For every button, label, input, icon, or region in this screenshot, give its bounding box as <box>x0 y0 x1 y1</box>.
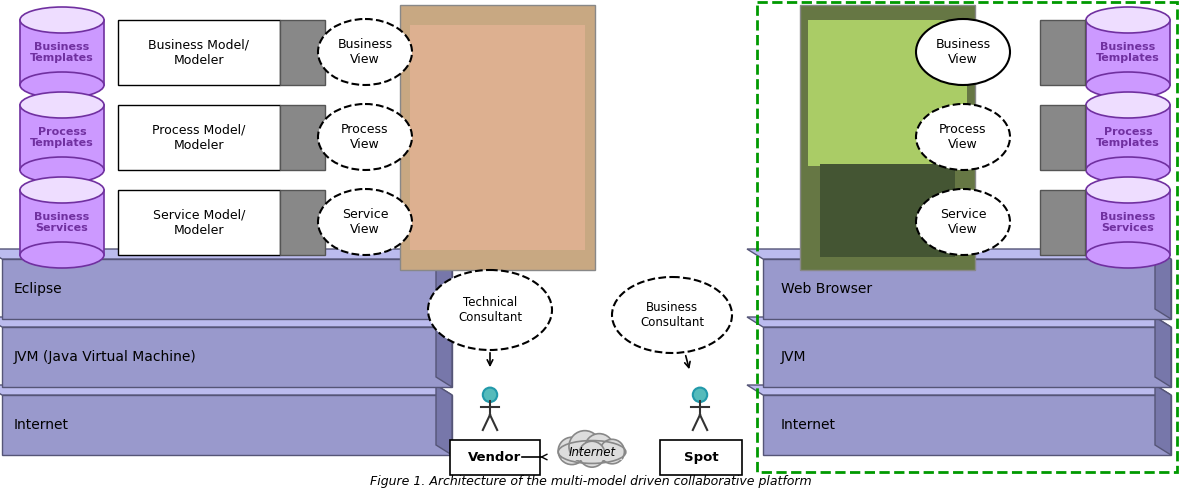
Text: Process
View: Process View <box>341 123 389 151</box>
Text: Business Model/
Modeler: Business Model/ Modeler <box>149 39 250 67</box>
Polygon shape <box>0 385 452 395</box>
Bar <box>450 440 539 475</box>
Polygon shape <box>562 453 622 460</box>
Circle shape <box>600 440 625 464</box>
Ellipse shape <box>916 19 1010 85</box>
Text: Business
Templates: Business Templates <box>1097 42 1159 63</box>
Circle shape <box>558 437 586 465</box>
Ellipse shape <box>916 189 1010 255</box>
Text: Business
View: Business View <box>337 38 393 66</box>
Polygon shape <box>1155 385 1171 455</box>
Text: Vendor: Vendor <box>468 450 522 464</box>
Bar <box>118 20 280 85</box>
Bar <box>800 5 975 270</box>
Polygon shape <box>763 395 1171 455</box>
Bar <box>1040 105 1085 170</box>
Text: Business
Services: Business Services <box>1100 212 1156 233</box>
Polygon shape <box>437 317 452 387</box>
Polygon shape <box>437 385 452 455</box>
Bar <box>808 20 967 166</box>
Bar <box>280 105 325 170</box>
Ellipse shape <box>693 388 707 402</box>
Polygon shape <box>2 259 452 319</box>
Ellipse shape <box>20 72 104 98</box>
Ellipse shape <box>483 388 497 402</box>
Text: Internet: Internet <box>781 418 836 432</box>
Ellipse shape <box>318 104 412 170</box>
Text: Service
View: Service View <box>939 208 987 236</box>
Polygon shape <box>0 317 452 327</box>
Text: Service
View: Service View <box>342 208 388 236</box>
Ellipse shape <box>318 189 412 255</box>
Ellipse shape <box>1086 157 1170 183</box>
Text: Web Browser: Web Browser <box>781 282 872 296</box>
Polygon shape <box>2 395 452 455</box>
Text: JVM (Java Virtual Machine): JVM (Java Virtual Machine) <box>14 350 196 364</box>
Bar <box>660 440 742 475</box>
Ellipse shape <box>916 104 1010 170</box>
Polygon shape <box>763 327 1171 387</box>
Ellipse shape <box>612 277 732 353</box>
Polygon shape <box>1086 105 1170 170</box>
Polygon shape <box>0 249 452 259</box>
Text: Process
Templates: Process Templates <box>1097 127 1159 148</box>
Text: Business
Templates: Business Templates <box>30 42 93 63</box>
Ellipse shape <box>318 19 412 85</box>
Bar <box>280 20 325 85</box>
Ellipse shape <box>20 242 104 268</box>
Bar <box>280 190 325 255</box>
Ellipse shape <box>1086 7 1170 33</box>
Text: Process
View: Process View <box>939 123 987 151</box>
Text: Business
View: Business View <box>936 38 990 66</box>
Text: Service Model/
Modeler: Service Model/ Modeler <box>153 209 245 237</box>
Text: Process
Templates: Process Templates <box>30 127 93 148</box>
Bar <box>820 164 955 257</box>
Bar <box>118 105 280 170</box>
Text: Technical
Consultant: Technical Consultant <box>458 296 522 324</box>
Ellipse shape <box>1086 72 1170 98</box>
Bar <box>411 25 586 250</box>
Polygon shape <box>746 385 1171 395</box>
Text: Process Model/
Modeler: Process Model/ Modeler <box>153 123 246 151</box>
Ellipse shape <box>428 270 552 350</box>
Polygon shape <box>20 20 104 85</box>
Text: JVM: JVM <box>781 350 807 364</box>
Polygon shape <box>746 317 1171 327</box>
Bar <box>757 2 1177 472</box>
Text: Internet: Internet <box>569 445 615 459</box>
Polygon shape <box>20 105 104 170</box>
Bar <box>1040 190 1085 255</box>
Polygon shape <box>1155 317 1171 387</box>
Text: Eclipse: Eclipse <box>14 282 63 296</box>
Polygon shape <box>746 249 1171 259</box>
Polygon shape <box>763 259 1171 319</box>
Bar <box>118 190 280 255</box>
Ellipse shape <box>20 157 104 183</box>
Ellipse shape <box>1086 177 1170 203</box>
Text: Business
Consultant: Business Consultant <box>640 301 704 329</box>
Text: Business
Services: Business Services <box>34 212 90 233</box>
Polygon shape <box>1086 20 1170 85</box>
Bar <box>400 5 595 270</box>
Ellipse shape <box>20 177 104 203</box>
Polygon shape <box>2 327 452 387</box>
Polygon shape <box>1086 190 1170 255</box>
Circle shape <box>584 434 614 463</box>
Circle shape <box>569 431 601 463</box>
Polygon shape <box>560 450 625 459</box>
Polygon shape <box>1155 249 1171 319</box>
Polygon shape <box>20 190 104 255</box>
Circle shape <box>578 441 605 467</box>
Polygon shape <box>437 249 452 319</box>
Ellipse shape <box>20 92 104 118</box>
Ellipse shape <box>20 7 104 33</box>
Ellipse shape <box>1086 242 1170 268</box>
Bar <box>1040 20 1085 85</box>
Text: Figure 1. Architecture of the multi-model driven collaborative platform: Figure 1. Architecture of the multi-mode… <box>370 475 812 488</box>
Text: Internet: Internet <box>14 418 69 432</box>
Text: Spot: Spot <box>684 450 718 464</box>
Ellipse shape <box>1086 92 1170 118</box>
